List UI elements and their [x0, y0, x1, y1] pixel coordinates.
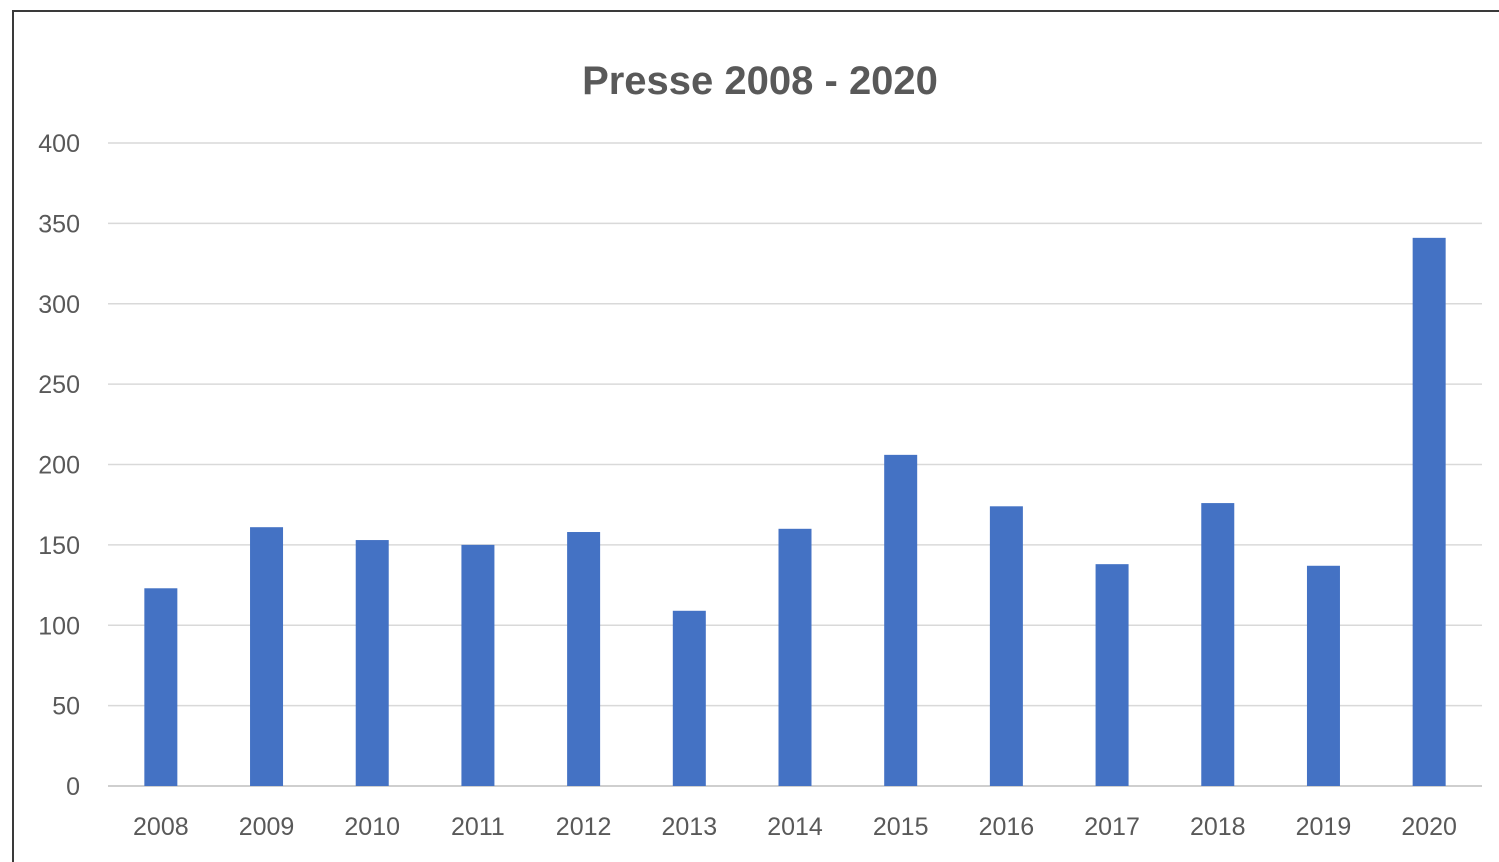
y-tick-label: 0 — [66, 773, 80, 801]
y-tick-label: 50 — [52, 693, 80, 721]
y-tick-label: 100 — [38, 612, 80, 640]
x-tick-label: 2008 — [133, 813, 189, 841]
bar-2014 — [778, 528, 812, 786]
bar-2017 — [1095, 564, 1129, 786]
x-tick-label: 2014 — [767, 813, 823, 841]
y-tick-label: 150 — [38, 532, 80, 560]
x-axis-ticks: 2008 2009 2010 2011 2012 2013 2014 2015 2016 2017… — [133, 813, 1457, 841]
bar-2011 — [461, 544, 495, 786]
y-axis-ticks: 0 50 100 150 200 250 300 350 400 — [38, 130, 80, 801]
x-tick-label: 2019 — [1296, 813, 1352, 841]
x-tick-label: 2015 — [873, 813, 929, 841]
bar-2020 — [1412, 237, 1446, 786]
y-tick-label: 300 — [38, 291, 80, 319]
bar-2012 — [567, 532, 601, 786]
chart-title: Presse 2008 - 2020 — [582, 59, 938, 103]
x-tick-label: 2012 — [556, 813, 612, 841]
y-tick-label: 400 — [38, 130, 80, 158]
x-tick-label: 2017 — [1084, 813, 1140, 841]
x-tick-label: 2016 — [979, 813, 1035, 841]
bar-2010 — [355, 540, 389, 786]
bar-2008 — [144, 588, 178, 786]
y-tick-label: 350 — [38, 210, 80, 238]
bar-2009 — [250, 527, 284, 786]
x-tick-label: 2011 — [451, 813, 505, 841]
bar-2019 — [1306, 565, 1340, 786]
bar-2013 — [672, 610, 706, 786]
bar-2018 — [1201, 503, 1235, 786]
bars — [144, 237, 1446, 786]
bar-2016 — [989, 506, 1023, 786]
bar-2015 — [884, 454, 918, 786]
y-tick-label: 200 — [38, 452, 80, 480]
x-tick-label: 2009 — [239, 813, 295, 841]
x-tick-label: 2018 — [1190, 813, 1246, 841]
x-tick-label: 2013 — [661, 813, 717, 841]
x-tick-label: 2010 — [344, 813, 400, 841]
x-tick-label: 2020 — [1401, 813, 1457, 841]
y-tick-label: 250 — [38, 371, 80, 399]
